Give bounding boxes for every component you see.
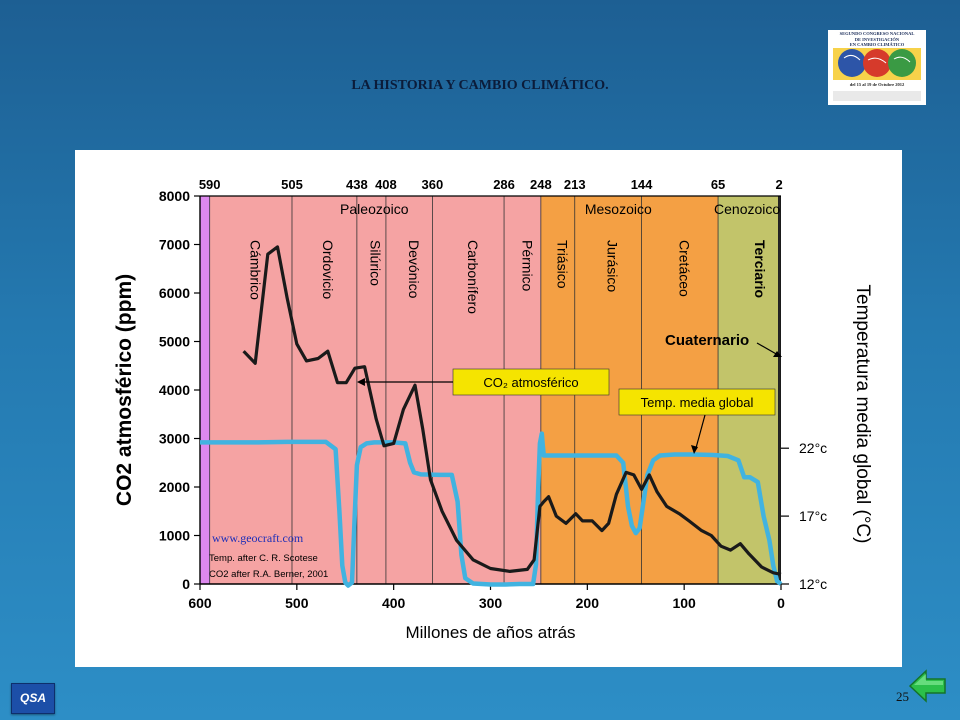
period-label: Carbonífero [465, 240, 481, 314]
source-credit: CO2 after R.A. Berner, 2001 [209, 569, 328, 580]
period-label: Cretáceo [676, 240, 692, 297]
co2-callout-box [452, 368, 610, 396]
x-tick-label: 100 [672, 595, 696, 611]
page-number: 25 [896, 689, 909, 704]
x-tick-label: 600 [188, 595, 212, 611]
y2-tick-label: 22°c [799, 440, 827, 456]
y-tick-label: 8000 [159, 188, 190, 204]
y-tick-label: 1000 [159, 528, 190, 544]
source-url: www.geocraft.com [212, 531, 304, 545]
x-tick-label: 500 [285, 595, 309, 611]
boundary-age-label: 248 [530, 177, 552, 192]
y2-axis-title: Temperatura media global (°C) [852, 285, 873, 544]
x-axis-title: Millones de años atrás [405, 623, 575, 642]
y-tick-label: 7000 [159, 237, 190, 253]
era-label: Paleozoico [340, 201, 409, 217]
slide-title: LA HISTORIA Y CAMBIO CLIMÁTICO. [351, 78, 609, 93]
right-axis-line [778, 196, 781, 584]
boundary-age-label: 144 [631, 177, 653, 192]
y-tick-label: 2000 [159, 479, 190, 495]
y2-tick-label: 12°c [799, 576, 827, 592]
y2-tick-label: 17°c [799, 508, 827, 524]
period-label: Pérmico [519, 240, 535, 292]
y-axis-title: CO2 atmosférico (ppm) [113, 274, 136, 506]
arrowhead-icon [356, 378, 365, 386]
period-label: Devónico [406, 240, 422, 299]
period-label: Ordovicio [320, 240, 336, 299]
era-label: Mesozoico [585, 201, 652, 217]
x-tick-label: 400 [382, 595, 406, 611]
arrowhead-icon [691, 445, 698, 454]
period-label: Jurásico [605, 240, 621, 292]
y-tick-label: 3000 [159, 431, 190, 447]
boundary-age-label: 438 [346, 177, 368, 192]
boundary-age-label: 590 [199, 177, 221, 192]
boundary-age-label: 408 [375, 177, 397, 192]
x-tick-label: 300 [479, 595, 503, 611]
temp-callout-arrow [695, 414, 706, 449]
x-tick-label: 200 [576, 595, 600, 611]
temp-callout-box [618, 388, 776, 416]
y-tick-label: 4000 [159, 382, 190, 398]
globe-emblem [833, 48, 921, 101]
period-label: Terciario [752, 240, 768, 298]
source-credit: Temp. after C. R. Scotese [209, 553, 318, 564]
temp-callout-label: Temp. media global [641, 395, 754, 410]
logo-line: EN CAMBIO CLIMÁTICO [849, 42, 905, 47]
back-arrow-button[interactable] [908, 668, 948, 704]
period-label: Cámbrico [247, 240, 263, 300]
arrowhead-icon [773, 351, 782, 357]
logo-text: SEGUNDO CONGRESO NACIONAL DE INVESTIGACI… [828, 31, 926, 48]
y-tick-label: 6000 [159, 285, 190, 301]
boundary-age-label: 2 [775, 177, 782, 192]
y-tick-label: 0 [182, 576, 190, 592]
boundary-age-label: 286 [493, 177, 515, 192]
logo-line: SEGUNDO CONGRESO NACIONAL [839, 31, 915, 36]
era-band [200, 196, 210, 584]
logo-date: del 15 al 19 de Octubre 2012 [849, 82, 905, 87]
chart-panel: 0 1000 2000 3000 4000 5000 6000 7000 8000 600 500 4… [75, 150, 902, 667]
boundary-age-label: 65 [711, 177, 725, 192]
co2-series-line [242, 245, 782, 576]
era-label: Cenozoico [714, 201, 780, 217]
cuaternario-label: Cuaternario [665, 332, 749, 349]
boundary-age-label: 213 [564, 177, 586, 192]
period-label: Silúrico [367, 240, 383, 286]
co2-callout-label: CO₂ atmosférico [483, 375, 578, 390]
x-tick-label: 0 [777, 595, 785, 611]
cuaternario-arrow [756, 342, 779, 356]
boundary-age-label: 360 [422, 177, 444, 192]
boundary-age-label: 505 [281, 177, 303, 192]
period-label: Triásico [554, 240, 570, 289]
congress-logo: SEGUNDO CONGRESO NACIONAL DE INVESTIGACI… [828, 30, 926, 105]
back-arrow-icon [908, 669, 946, 703]
y-tick-label: 5000 [159, 334, 190, 350]
logo-line: DE INVESTIGACIÓN [854, 36, 900, 42]
qsa-button[interactable]: QSA [11, 683, 55, 714]
